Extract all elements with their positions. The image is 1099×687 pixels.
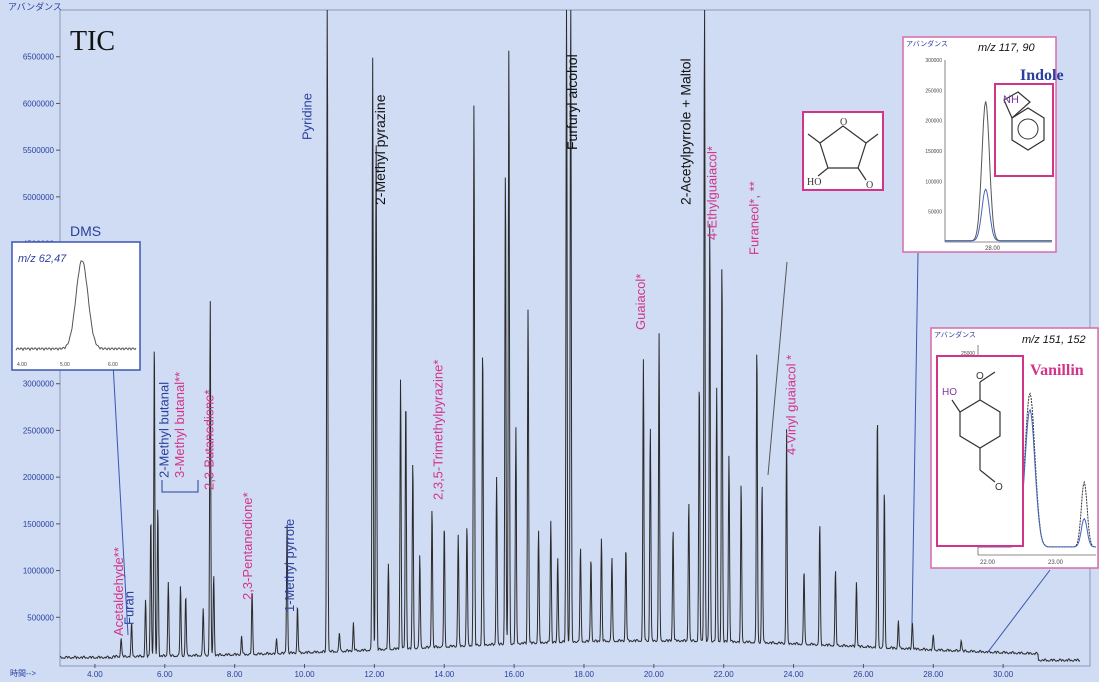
indole-pointer [911,252,919,625]
peak-annotations: Acetaldehyde**Furan 2-Methyl butanal 3-Met… [111,54,798,636]
indole-y-tick: 200000 [925,119,942,125]
peak-label: 2,3-Butanedione* [202,390,217,490]
dms-x-tick-1: 4.00 [17,362,27,368]
furaneol-pointer [767,261,788,476]
indole-y-tick: 50000 [928,210,942,216]
indole-y-axis-label: アバンダンス [906,39,948,48]
dms-x-tick-2: 5.00 [60,362,70,368]
dms-x-tick-3: 6.00 [108,362,118,368]
dms-mz: m/z 62,47 [18,253,67,265]
vanillin-aldehyde-o: O [995,482,1003,493]
indole-trace-mz90 [945,188,1052,242]
x-tick-label: 18.00 [574,670,595,679]
x-tick-label: 20.00 [644,670,665,679]
dms-trace [15,260,137,352]
peak-label: 2-Acetylpyrrole + Maltol [678,58,694,205]
x-tick-label: 4.00 [87,670,103,679]
peak-label: Acetaldehyde** [111,547,126,636]
vanillin-y-tick: 25000 [961,351,975,357]
peak-label: Furaneol*, ** [747,181,762,255]
dms-inset: DMS m/z 62,47 4.00 5.00 6.00 [11,223,141,371]
vanillin-pointer [987,569,1051,653]
peak-label: 3-Methyl butanal** [172,372,187,478]
x-tick-label: 22.00 [714,670,735,679]
furaneol-ring-o: O [840,117,847,128]
x-tick-label: 26.00 [853,670,874,679]
indole-nh: NH [1003,94,1019,106]
indole-y-tick: 250000 [925,88,942,94]
indole-inset: アバンダンス m/z 117, 90 Indole 50000 100000 150… [902,36,1064,253]
furaneol-ho: HO [807,177,821,188]
indole-y-tick: 100000 [925,179,942,185]
tic-trace [59,9,1080,663]
peak-label: Furan [121,591,136,625]
vanillin-inset: アバンダンス m/z 151, 152 Vanillin 50001000015… [930,327,1099,569]
peak-label: 1-Methyl pyrrole [282,519,297,612]
y-tick-label: 5500000 [23,146,55,155]
indole-x-tick: 28.00 [985,246,1001,252]
dms-pointer [111,344,129,636]
indole-title: Indole [1020,67,1064,84]
vanillin-ho: HO [942,387,957,398]
y-tick-label: 1500000 [23,520,55,529]
x-tick-label: 16.00 [504,670,525,679]
x-tick-label: 10.00 [295,670,316,679]
indole-mz: m/z 117, 90 [978,42,1036,54]
indole-y-tick: 150000 [925,149,942,155]
vanillin-x-tick-1: 22.00 [980,560,996,566]
furaneol-carbonyl-o: O [866,180,873,191]
x-tick-label: 6.00 [157,670,173,679]
peak-label: Pyridine [300,93,315,140]
y-tick-label: 3000000 [23,380,55,389]
vanillin-y-axis-label: アバンダンス [934,330,976,339]
peak-label: 2-Methyl pyrazine [372,94,388,205]
x-tick-label: 24.00 [784,670,805,679]
dms-title: DMS [70,223,101,239]
vanillin-methoxy-o: O [976,371,984,382]
x-tick-label: 28.00 [923,670,944,679]
indole-y-tick: 300000 [925,58,942,64]
furaneol-structure: O HO O [802,111,884,191]
peak-label: 4-Ethylguaiacol* [705,146,720,240]
peak-label: Guaiacol* [633,274,648,330]
y-tick-label: 2500000 [23,426,55,435]
x-axis-label: 時間--> [10,669,36,678]
x-tick-label: 30.00 [993,670,1014,679]
chart-title: TIC [70,26,115,57]
peak-label: 2-Methyl butanal [156,382,171,478]
vanillin-mz: m/z 151, 152 [1022,334,1086,346]
butanal-bracket [161,480,199,493]
y-tick-label: 5000000 [23,193,55,202]
peak-label: 2,3-Pentanedione* [240,492,255,600]
peak-label: 4-Vinyl guaiacol * [783,355,798,455]
x-tick-label: 14.00 [434,670,455,679]
y-tick-label: 6500000 [23,53,55,62]
y-axis-label: アバンダンス [8,1,62,12]
x-axis: 時間--> 4.00 6.00 8.00 10.00 12.00 14.00 16.00 18… [10,664,1014,679]
y-tick-label: 500000 [27,613,54,622]
peak-label: 2,3,5-Trimethylpyrazine* [431,360,446,500]
vanillin-title: Vanillin [1030,362,1084,379]
vanillin-x-tick-2: 23.00 [1048,560,1064,566]
x-tick-label: 8.00 [227,670,243,679]
y-tick-label: 2000000 [23,473,55,482]
y-tick-label: 1000000 [23,567,55,576]
x-tick-label: 12.00 [364,670,385,679]
peak-label: Furfuryl alcohol [564,54,580,150]
y-tick-label: 6000000 [23,99,55,108]
